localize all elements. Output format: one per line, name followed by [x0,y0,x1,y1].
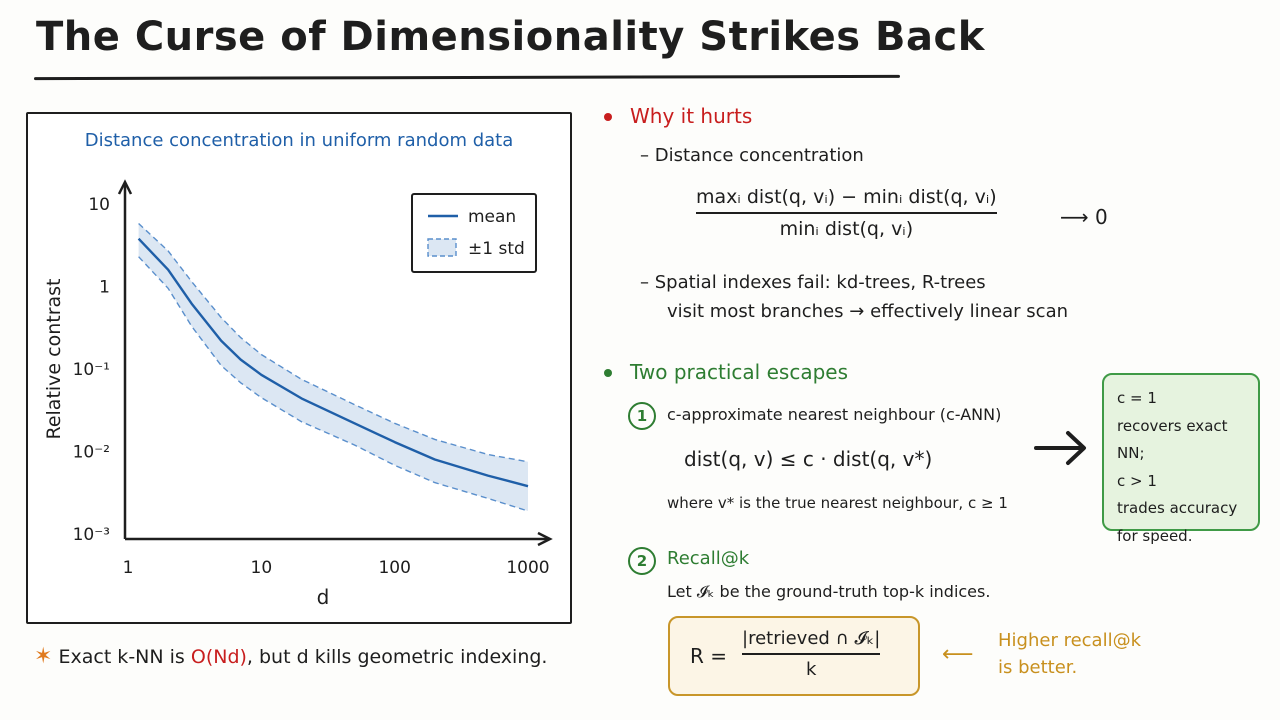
std-band [138,223,528,511]
fraction-bar [742,653,881,655]
x-tick-label: 10 [251,558,273,578]
legend-box [411,193,537,273]
number-one-icon: 1 [628,402,656,430]
y-axis-label: Relative contrast [43,278,65,439]
y-tick-label: 10 [88,195,110,215]
y-tick-label: 10⁻³ [73,525,110,545]
footnote-complexity: O(Nd) [190,646,247,668]
fraction-bar [696,212,997,214]
concentration-limit: ⟶ 0 [1060,205,1108,229]
legend-mean-label: mean [468,207,516,227]
cann-where: where v* is the true nearest neighbour, … [667,494,1008,512]
concentration-numerator: maxᵢ dist(q, vᵢ) − minᵢ dist(q, vᵢ) [696,186,997,208]
x-axis-arrow-icon [537,531,553,547]
recall-note-line1: Higher recall@k [998,630,1141,651]
y-tick-label: 1 [99,278,110,298]
star-icon: ✶ [34,644,53,669]
why-heading: Why it hurts [630,104,753,128]
page-title: The Curse of Dimensionality Strikes Back [36,14,985,60]
cann-formula: dist(q, v) ≤ c · dist(q, v*) [684,447,933,471]
title-underline [33,74,901,81]
contrast-chart: Distance concentration in uniform random… [43,130,553,609]
number-two-icon: 2 [628,547,656,575]
recall-desc: Let 𝓘ₖ be the ground-truth top-k indices… [667,582,991,601]
recall-label: Recall@k [667,548,750,569]
c-note-line: c > 1 [1117,471,1157,490]
why-item-indexes-line1: – Spatial indexes fail: kd-trees, R-tree… [640,272,986,293]
chart-panel: Distance concentration in uniform random… [26,112,572,624]
y-axis-arrow-icon [117,179,133,195]
why-item-indexes-line2: visit most branches → effectively linear… [667,301,1069,322]
recall-numerator: |retrieved ∩ 𝓘ₖ| [742,628,881,649]
escapes-heading: Two practical escapes [630,360,848,384]
arrow-right-icon [1034,431,1086,465]
recall-denominator: k [805,658,817,680]
std-upper-line [138,222,529,463]
y-tick-label: 10⁻² [73,443,110,463]
footnote-pre: Exact k-NN is [58,646,191,668]
cann-label: c-approximate nearest neighbour (c-ANN) [667,405,1002,424]
x-tick-label: 1000 [506,558,549,578]
c-note-line: for speed. [1117,526,1193,545]
recall-lhs: R = [690,644,728,668]
x-tick-label: 1 [123,558,134,578]
c-note-line: trades accuracy [1117,499,1238,517]
c-note-box: c = 1 recovers exact NN; c > 1 trades ac… [1102,373,1260,545]
recall-note-line2: is better. [998,657,1078,678]
x-axis-label: d [317,585,330,609]
recall-fraction: |retrieved ∩ 𝓘ₖ| k [742,628,881,680]
x-tick-label: 100 [378,558,410,578]
footnote: ✶ Exact k-NN is O(Nd), but d kills geome… [34,644,547,669]
bullet-dot-green-icon [604,369,612,377]
legend-std-label: ±1 std [468,239,525,259]
mean-line [137,237,529,488]
why-item-distance: – Distance concentration [640,145,864,166]
c-note-line: c = 1 [1117,389,1157,407]
legend-std-swatch [427,238,457,257]
concentration-denominator: minᵢ dist(q, vᵢ) [779,217,914,240]
arrow-left-icon: ⟵ [942,642,974,667]
recall-formula-box: R = |retrieved ∩ 𝓘ₖ| k [668,616,920,696]
concentration-fraction: maxᵢ dist(q, vᵢ) − minᵢ dist(q, vᵢ) minᵢ… [696,186,997,240]
chart-title: Distance concentration in uniform random… [85,130,514,151]
std-lower-line [138,256,529,512]
bullet-dot-red-icon [604,113,612,121]
c-note-line: recovers exact NN; [1117,416,1228,463]
footnote-post: , but d kills geometric indexing. [246,646,548,668]
y-tick-label: 10⁻¹ [73,360,110,380]
